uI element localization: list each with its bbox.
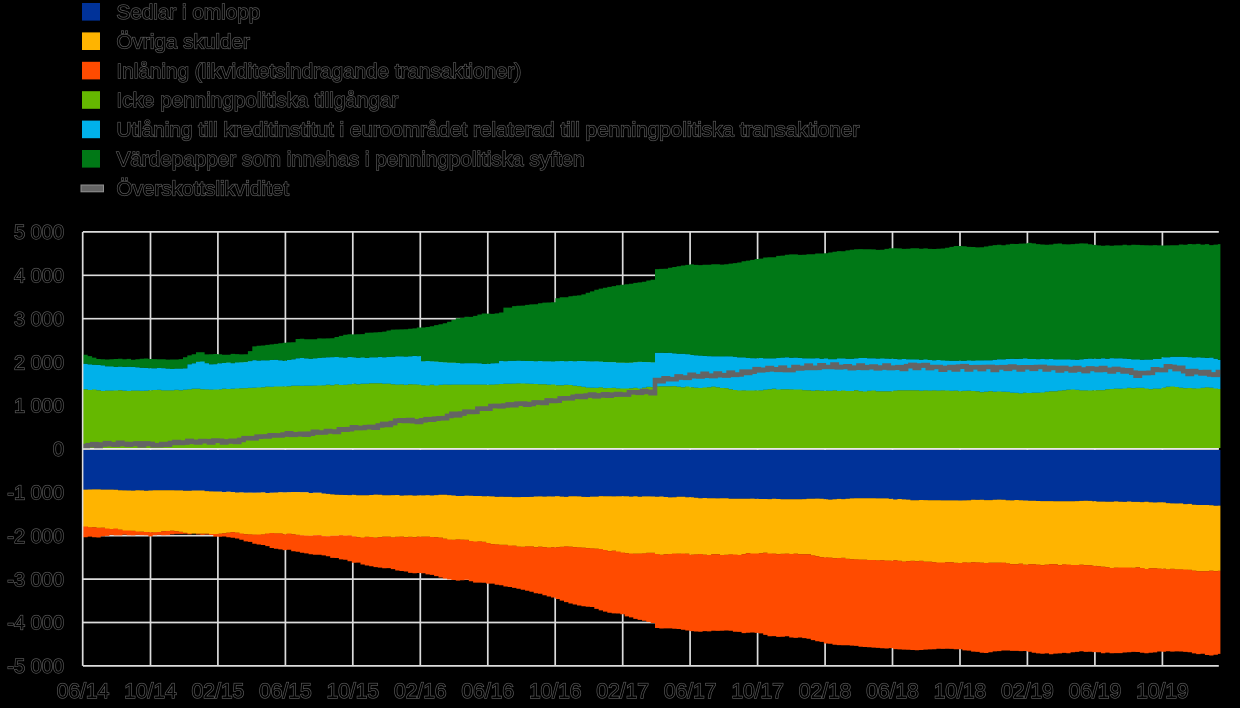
svg-text:Inlåning (likviditetsindragand: Inlåning (likviditetsindragande transakt… bbox=[117, 60, 522, 83]
svg-text:06/15: 06/15 bbox=[259, 680, 312, 703]
svg-text:4 000: 4 000 bbox=[14, 266, 64, 288]
svg-text:10/18: 10/18 bbox=[934, 680, 987, 703]
svg-text:06/19: 06/19 bbox=[1069, 680, 1122, 703]
svg-text:Överskottslikviditet: Överskottslikviditet bbox=[117, 177, 290, 200]
svg-text:10/16: 10/16 bbox=[529, 680, 582, 703]
svg-text:Icke penningpolitiska tillgång: Icke penningpolitiska tillgångar bbox=[117, 89, 399, 112]
svg-text:Sedlar i omlopp: Sedlar i omlopp bbox=[117, 1, 261, 24]
svg-text:06/14: 06/14 bbox=[57, 680, 110, 703]
svg-text:Värdepapper som innehas i penn: Värdepapper som innehas i penningpolitis… bbox=[117, 148, 585, 171]
svg-text:06/17: 06/17 bbox=[664, 680, 717, 703]
svg-text:02/19: 02/19 bbox=[1001, 680, 1054, 703]
svg-text:1 000: 1 000 bbox=[14, 396, 64, 418]
svg-text:0: 0 bbox=[53, 439, 64, 461]
svg-text:02/18: 02/18 bbox=[799, 680, 852, 703]
svg-text:-3 000: -3 000 bbox=[7, 569, 64, 591]
svg-text:02/16: 02/16 bbox=[394, 680, 447, 703]
svg-text:3 000: 3 000 bbox=[14, 309, 64, 331]
svg-text:Övriga skulder: Övriga skulder bbox=[117, 30, 250, 53]
svg-text:06/18: 06/18 bbox=[866, 680, 919, 703]
svg-text:5 000: 5 000 bbox=[14, 222, 64, 244]
svg-text:10/17: 10/17 bbox=[731, 680, 784, 703]
svg-text:-1 000: -1 000 bbox=[7, 483, 64, 505]
svg-text:10/15: 10/15 bbox=[327, 680, 380, 703]
svg-text:02/17: 02/17 bbox=[596, 680, 649, 703]
svg-text:02/15: 02/15 bbox=[192, 680, 245, 703]
svg-text:-5 000: -5 000 bbox=[7, 656, 64, 678]
svg-text:-4 000: -4 000 bbox=[7, 613, 64, 635]
svg-text:2 000: 2 000 bbox=[14, 352, 64, 374]
svg-text:-2 000: -2 000 bbox=[7, 526, 64, 548]
svg-text:06/16: 06/16 bbox=[461, 680, 514, 703]
svg-text:Utlåning till kreditinstitut i: Utlåning till kreditinstitut i euroområd… bbox=[117, 119, 860, 142]
svg-text:10/19: 10/19 bbox=[1136, 680, 1189, 703]
svg-text:10/14: 10/14 bbox=[124, 680, 177, 703]
